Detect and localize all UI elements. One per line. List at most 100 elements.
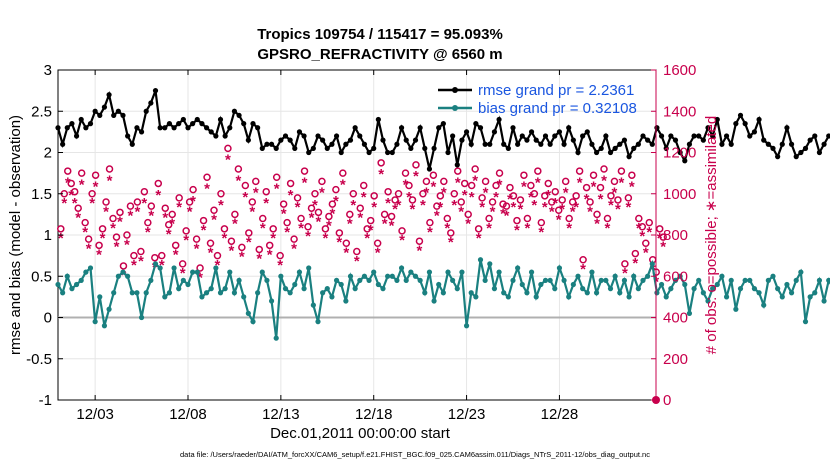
bias-point <box>454 286 460 292</box>
obs-assimilated-marker: * <box>389 218 395 235</box>
rmse-point <box>329 141 335 147</box>
obs-possible-marker <box>467 181 476 190</box>
obs-assimilated-marker: * <box>263 195 269 212</box>
rmse-point <box>570 137 576 143</box>
bias-point <box>412 273 419 279</box>
bias-point <box>422 290 428 296</box>
obs-possible-marker <box>175 194 183 202</box>
obs-assimilated-marker: * <box>208 245 214 262</box>
obs-assimilated-marker: * <box>316 214 322 231</box>
obs-possible-marker <box>422 177 431 186</box>
rmse-point <box>315 133 321 139</box>
bias-point <box>556 265 563 271</box>
obs-assimilated-marker: * <box>204 181 210 198</box>
obs-assimilated-marker: * <box>605 220 611 237</box>
obs-assimilated-marker: * <box>378 166 384 183</box>
obs-assimilated-marker: * <box>566 220 572 237</box>
bias-point <box>180 277 186 283</box>
obs-possible-marker <box>579 256 587 264</box>
obs-possible-marker <box>199 216 208 225</box>
bias-point <box>199 294 205 300</box>
obs-possible-marker <box>426 218 434 227</box>
obs-assimilated-marker: * <box>225 152 231 169</box>
bias-point <box>816 277 823 283</box>
rmse-point <box>436 125 442 131</box>
obs-assimilated-marker: * <box>472 172 478 189</box>
rmse-point <box>129 141 135 147</box>
obs-possible-marker <box>565 214 573 223</box>
obs-possible-marker <box>419 190 427 198</box>
obs-assimilated-marker: * <box>173 247 179 264</box>
bias-point <box>765 277 771 283</box>
obs-assimilated-marker: * <box>601 172 607 189</box>
obs-assimilated-marker: * <box>284 224 290 241</box>
obs-possible-marker <box>276 251 284 260</box>
rmse-point <box>515 141 521 147</box>
bias-point <box>742 277 748 283</box>
obs-assimilated-marker: * <box>618 174 624 191</box>
obs-assimilated-marker: * <box>625 199 631 216</box>
obs-assimilated-marker: * <box>632 255 638 272</box>
obs-assimilated-marker: * <box>504 207 510 224</box>
bias-point <box>329 294 335 300</box>
bias-point <box>584 290 590 296</box>
obs-assimilated-marker: * <box>190 193 196 210</box>
rmse-point <box>812 133 818 139</box>
rmse-point <box>287 137 293 143</box>
bias-point <box>663 294 669 300</box>
rmse-point <box>166 121 173 127</box>
obs-assimilated-marker: * <box>68 187 74 204</box>
rmse-point <box>380 137 386 143</box>
obs-assimilated-marker: * <box>410 201 416 218</box>
bias-point <box>640 277 646 283</box>
obs-possible-marker <box>259 214 267 223</box>
bias-point <box>426 269 433 275</box>
obs-assimilated-marker: * <box>559 201 565 218</box>
obs-possible-marker <box>325 212 333 221</box>
obs-assimilated-marker: * <box>232 216 238 233</box>
obs-possible-marker <box>116 208 124 217</box>
obs-possible-marker <box>293 194 302 202</box>
obs-possible-marker <box>398 227 406 235</box>
rmse-point <box>566 125 572 131</box>
obs-assimilated-marker: * <box>145 224 151 241</box>
rmse-point <box>807 137 813 143</box>
rmse-point <box>552 133 558 139</box>
obs-assimilated-marker: * <box>563 185 569 202</box>
rmse-point <box>765 141 771 147</box>
bias-point <box>250 319 256 325</box>
obs-possible-marker <box>614 196 622 204</box>
x-tick-label: 12/28 <box>541 406 579 423</box>
bias-point <box>343 298 349 304</box>
obs-assimilated-marker: * <box>267 247 273 264</box>
rmse-point <box>682 158 688 164</box>
obs-possible-marker <box>147 202 156 210</box>
bias-point <box>310 302 316 308</box>
bias-point <box>575 273 581 279</box>
obs-possible-marker <box>460 179 469 188</box>
obs-possible-marker <box>57 225 65 233</box>
obs-assimilated-marker: * <box>180 265 186 282</box>
obs-possible-marker <box>130 251 138 260</box>
obs-possible-marker <box>607 192 615 200</box>
obs-possible-marker <box>213 251 222 260</box>
rmse-point <box>375 116 381 123</box>
obs-possible-marker <box>192 235 201 243</box>
obs-assimilated-marker: * <box>545 187 551 204</box>
obs-possible-marker <box>478 194 486 202</box>
obs-assimilated-marker: * <box>138 253 144 270</box>
obs-possible-marker <box>220 225 229 233</box>
rmse-point <box>775 154 781 160</box>
obs-possible-marker <box>283 218 291 227</box>
obs-possible-marker <box>102 198 110 206</box>
obs-assimilated-marker: * <box>65 174 71 191</box>
obs-possible-marker <box>551 187 559 196</box>
obs-possible-marker <box>628 171 636 179</box>
obs-assimilated-marker: * <box>215 257 221 274</box>
obs-assimilated-marker: * <box>598 191 604 208</box>
bias-point <box>352 286 358 292</box>
obs-assimilated-marker: * <box>103 203 109 220</box>
y-tick-label-right: 1600 <box>663 62 696 79</box>
x-tick-label: 12/18 <box>355 406 393 423</box>
rmse-point <box>138 129 145 135</box>
